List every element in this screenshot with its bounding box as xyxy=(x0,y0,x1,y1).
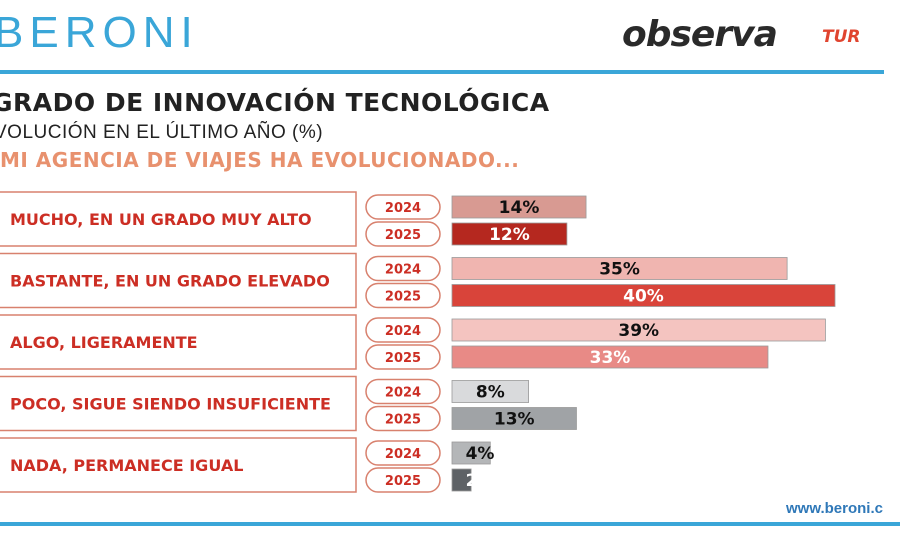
year-pill xyxy=(365,405,441,432)
chart-title: GRADO DE INNOVACIÓN TECNOLÓGICA xyxy=(0,88,550,117)
bar xyxy=(451,195,587,219)
bar-value-label: 8% xyxy=(476,383,505,403)
website-url[interactable]: www.beroni.c xyxy=(786,500,883,517)
year-pill xyxy=(365,221,441,247)
bar xyxy=(451,468,472,492)
bar-value-label: 39% xyxy=(618,321,659,341)
year-pill xyxy=(365,467,441,493)
category-box xyxy=(0,191,357,247)
category-label: POCO, SIGUE SIENDO INSUFICIENTE xyxy=(10,395,331,414)
bar xyxy=(451,318,826,342)
bar-value-label: 35% xyxy=(599,260,640,280)
beroni-logo: BERONI xyxy=(0,8,199,57)
year-label: 2024 xyxy=(385,324,421,339)
bar-value-label: 13% xyxy=(494,410,535,430)
observatur-logo-suffix: TUR xyxy=(822,27,861,47)
bar-value-label: 14% xyxy=(499,198,540,218)
header-divider xyxy=(0,70,884,74)
bar xyxy=(451,284,836,307)
year-pill xyxy=(365,282,441,309)
bar xyxy=(451,380,529,403)
bar-value-label: 33% xyxy=(590,348,631,368)
year-label: 2024 xyxy=(385,447,421,462)
bar-value-label: 40% xyxy=(623,287,664,307)
category-label: BASTANTE, EN UN GRADO ELEVADO xyxy=(10,272,330,291)
year-label: 2025 xyxy=(385,351,421,366)
survey-question: MI AGENCIA DE VIAJES HA EVOLUCIONADO... xyxy=(0,148,520,172)
year-label: 2025 xyxy=(385,290,421,305)
year-pill xyxy=(365,440,441,466)
category-label: ALGO, LIGERAMENTE xyxy=(10,333,198,352)
year-label: 2024 xyxy=(385,201,421,216)
bar-value-label: 12% xyxy=(489,225,530,245)
category-box xyxy=(0,437,357,493)
bar-value-label: 2% xyxy=(466,471,495,491)
chart-subtitle: VOLUCIÓN EN EL ÚLTIMO AÑO (%) xyxy=(0,122,324,143)
category-label: MUCHO, EN UN GRADO MUY ALTO xyxy=(10,210,312,229)
year-label: 2024 xyxy=(385,386,421,401)
observatur-logo: observa xyxy=(622,14,778,55)
bar xyxy=(451,441,491,465)
category-label: NADA, PERMANECE IGUAL xyxy=(10,456,243,475)
bar xyxy=(451,345,769,369)
year-label: 2025 xyxy=(385,413,421,428)
year-pill xyxy=(365,344,441,370)
bar-value-label: 4% xyxy=(466,444,495,464)
year-label: 2025 xyxy=(385,474,421,489)
bar xyxy=(451,222,568,246)
year-label: 2024 xyxy=(385,263,421,278)
footer-divider xyxy=(0,522,900,526)
category-box xyxy=(0,314,357,370)
year-pill xyxy=(365,255,441,282)
year-pill xyxy=(365,317,441,343)
year-label: 2025 xyxy=(385,228,421,243)
category-box xyxy=(0,375,357,432)
bar xyxy=(451,407,577,430)
year-pill xyxy=(365,378,441,405)
category-box xyxy=(0,252,357,309)
bar xyxy=(451,257,788,280)
year-pill xyxy=(365,194,441,220)
